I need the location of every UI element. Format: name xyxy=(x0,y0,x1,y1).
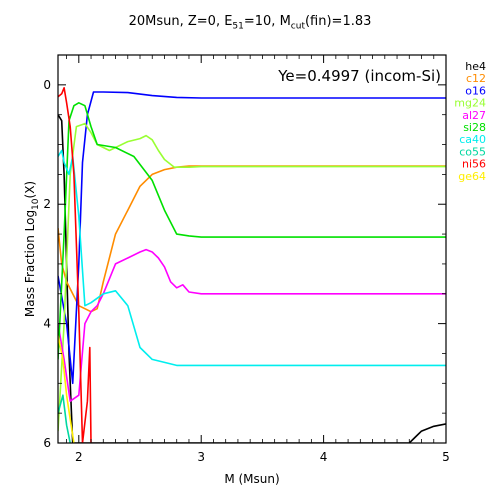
chart-title: 20Msun, Z=0, E51=10, Mcut(fin)=1.83 xyxy=(128,14,372,32)
ticks-layer: 2 3 4 5 0 2 4 6 xyxy=(43,54,450,464)
x-tick-label-5: 5 xyxy=(442,450,450,464)
legend-item-c12: c12 xyxy=(466,72,486,85)
legend-item-ca40: ca40 xyxy=(459,133,486,146)
series-line-c12 xyxy=(58,165,446,313)
legend-item-al27: al27 xyxy=(462,109,486,122)
legend-item-co55: co55 xyxy=(459,145,486,158)
series-line-si28 xyxy=(58,102,446,360)
x-tick-label-3: 3 xyxy=(197,450,205,464)
y-tick-label-0: 0 xyxy=(43,78,51,92)
series-line-co55 xyxy=(58,394,71,443)
legend-item-o16: o16 xyxy=(465,84,486,97)
y-tick-label--6: 6 xyxy=(43,436,51,450)
y-tick-label--2: 2 xyxy=(43,197,51,211)
series-line-ca40 xyxy=(58,149,446,367)
legend-item-si28: si28 xyxy=(463,121,486,134)
series-line-ge64 xyxy=(58,335,75,443)
x-tick-label-2: 2 xyxy=(75,450,83,464)
series-line-al27 xyxy=(58,248,446,403)
legend-item-ge64: ge64 xyxy=(458,170,486,183)
series-line-ni56 xyxy=(58,87,92,443)
series-layer xyxy=(58,87,446,443)
x-axis-label: M (Msun) xyxy=(224,472,279,486)
x-tick-label-4: 4 xyxy=(320,450,328,464)
plot-frame xyxy=(57,54,447,444)
y-axis-label: Mass Fraction Log10(X) xyxy=(23,181,41,317)
legend-item-he4: he4 xyxy=(465,60,486,73)
legend-item-mg24: mg24 xyxy=(454,97,486,110)
y-tick-label--4: 4 xyxy=(43,317,51,331)
ye-annotation: Ye=0.4997 (incom-Si) xyxy=(277,67,441,85)
legend-item-ni56: ni56 xyxy=(462,158,486,171)
series-line-he4 xyxy=(58,114,446,443)
series-line-mg24 xyxy=(58,122,446,432)
series-line-o16 xyxy=(58,91,446,385)
